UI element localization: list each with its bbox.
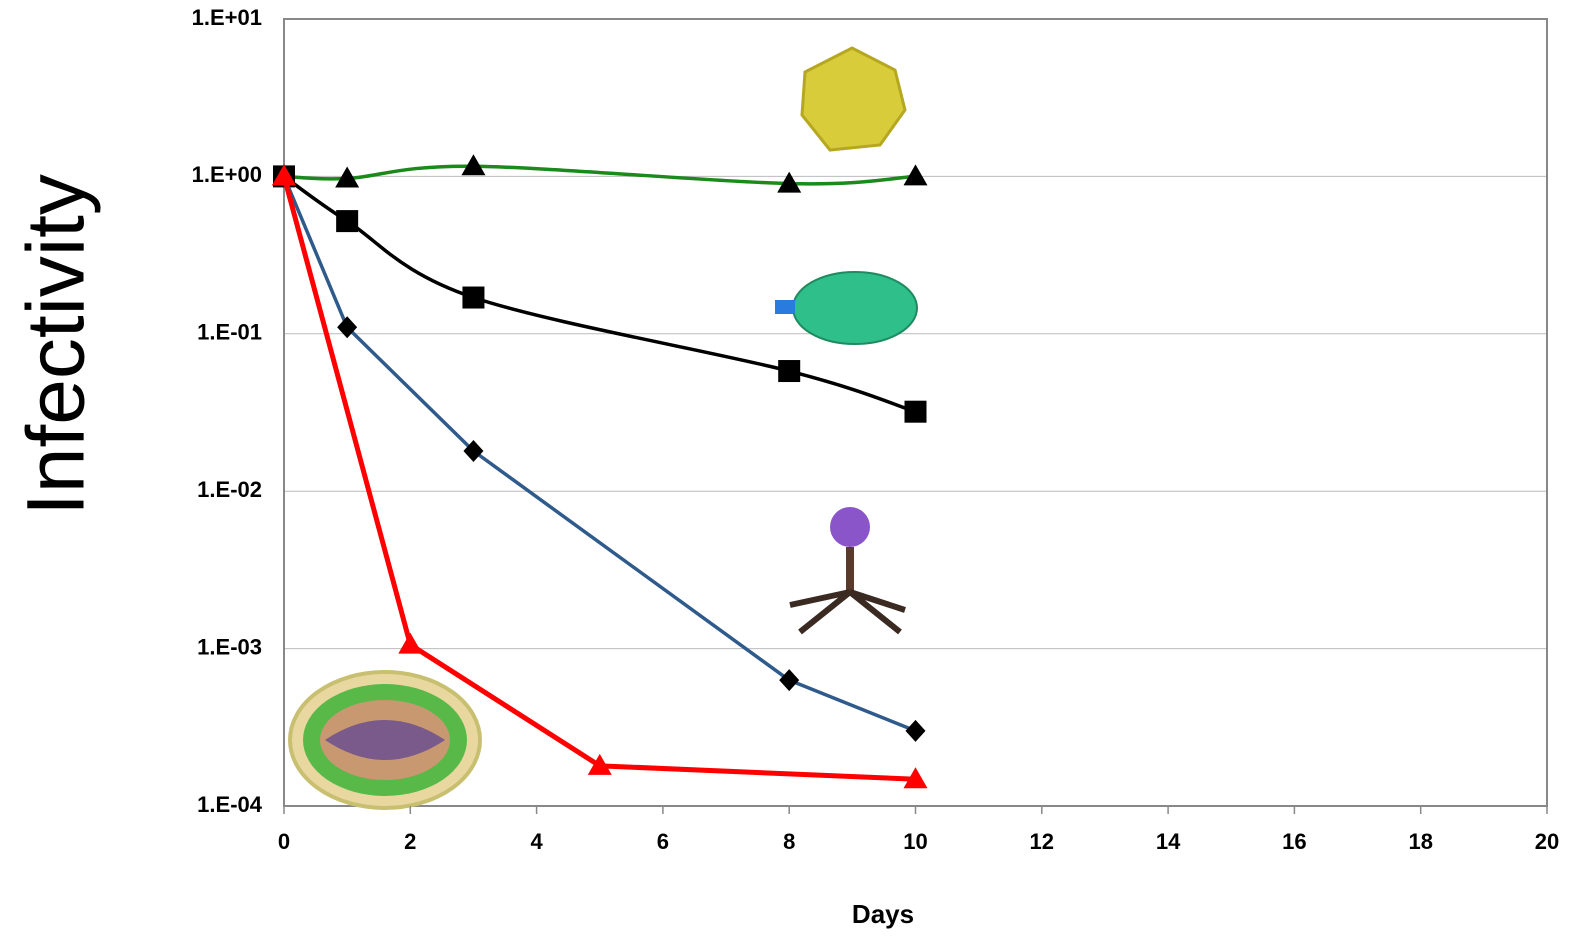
x-tick-label: 20 xyxy=(1535,829,1559,854)
x-tick-label: 0 xyxy=(278,829,290,854)
x-axis-label: Days xyxy=(852,899,914,929)
series-line xyxy=(282,175,917,733)
x-tick-label: 4 xyxy=(530,829,543,854)
marker xyxy=(461,154,486,176)
marker xyxy=(779,669,800,692)
y-tick-label: 1.E+01 xyxy=(192,5,262,30)
marker xyxy=(398,632,423,654)
marker xyxy=(463,440,484,463)
x-tick-label: 10 xyxy=(903,829,927,854)
y-tick-label: 1.E-04 xyxy=(197,792,263,817)
marker xyxy=(903,767,928,789)
marker xyxy=(904,400,927,423)
marker xyxy=(777,171,802,193)
y-tick-label: 1.E-01 xyxy=(197,320,262,345)
marker xyxy=(587,753,612,775)
y-tick-label: 1.E-02 xyxy=(197,477,262,502)
virus-picture xyxy=(800,46,907,152)
y-tick-label: 1.E+00 xyxy=(192,162,262,187)
x-tick-label: 16 xyxy=(1282,829,1306,854)
series-line xyxy=(283,164,916,186)
marker xyxy=(778,360,801,383)
marker xyxy=(903,164,928,186)
marker xyxy=(462,286,485,309)
series-line xyxy=(281,175,916,782)
x-tick-label: 2 xyxy=(404,829,416,854)
x-tick-label: 8 xyxy=(783,829,795,854)
x-tick-label: 6 xyxy=(657,829,669,854)
marker xyxy=(337,316,358,339)
y-axis-label: Infectivity xyxy=(11,174,102,516)
virus-picture xyxy=(789,507,906,635)
marker xyxy=(905,719,926,742)
x-tick-label: 18 xyxy=(1408,829,1432,854)
y-tick-label: 1.E-03 xyxy=(197,634,262,659)
virus-picture xyxy=(775,271,918,345)
x-tick-label: 12 xyxy=(1030,829,1054,854)
marker xyxy=(336,210,359,233)
cell-picture xyxy=(288,670,482,810)
marker xyxy=(335,166,360,188)
marker xyxy=(272,164,296,186)
x-tick-label: 14 xyxy=(1156,829,1181,854)
